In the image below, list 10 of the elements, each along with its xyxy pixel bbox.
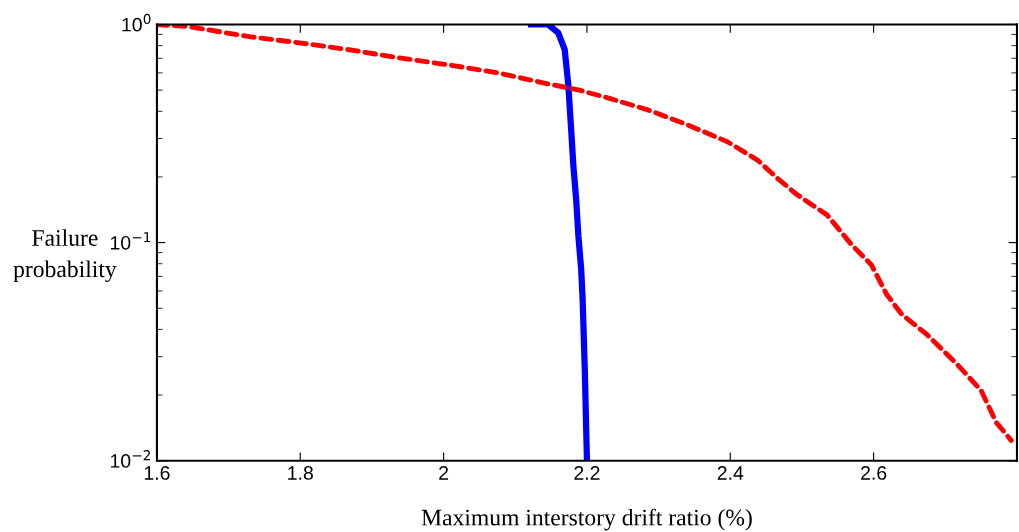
x-tick-label: 2.2: [574, 466, 600, 480]
y-tick-label: 10$^{0}$: [122, 13, 151, 32]
x-tick-label: 2.4: [717, 466, 744, 480]
x-tick-label: 1.6: [144, 466, 170, 480]
x-tick-label: 1.8: [288, 466, 313, 480]
y-tick-label: 10$^{−1}$: [110, 232, 151, 250]
x-tick-label: 2.6: [861, 466, 887, 480]
x-axis-title: Maximum interstory drift ratio (%): [421, 508, 752, 531]
line-series: [156, 24, 1014, 443]
x-tick-label: 2: [439, 466, 449, 480]
